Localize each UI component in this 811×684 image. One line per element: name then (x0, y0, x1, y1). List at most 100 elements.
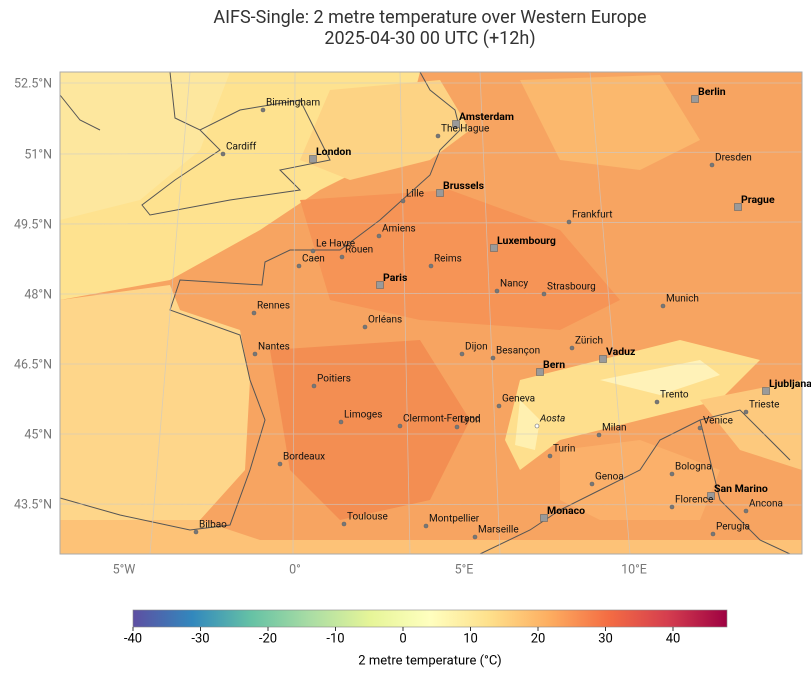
colorbar-tick-label: 20 (531, 631, 546, 646)
city-label: Dijon (465, 342, 488, 353)
city-label: Venice (703, 416, 733, 427)
lon-label: 10°E (621, 562, 647, 577)
city-label: Bilbao (199, 520, 227, 531)
lat-label: 46.5°N (14, 357, 52, 372)
city-marker (490, 355, 496, 361)
city-label: Nancy (500, 279, 528, 290)
capital-marker (734, 203, 742, 211)
city-label: Perugia (716, 522, 750, 533)
city-label: Munich (666, 294, 699, 305)
city-label: Nantes (258, 342, 290, 353)
city-label: Besançon (496, 346, 540, 357)
city-marker (669, 471, 675, 477)
city-label: Bordeaux (283, 452, 325, 463)
city-marker (710, 531, 716, 537)
city-marker (311, 383, 317, 389)
city-label: Amiens (382, 224, 416, 235)
city-marker (260, 107, 266, 113)
colorbar (132, 609, 728, 628)
colorbar-tick-label: 0 (399, 631, 406, 646)
city-label: Ljubljana (769, 377, 811, 390)
city-label: Milan (602, 423, 627, 434)
city-marker (459, 351, 465, 357)
city-label: Bern (543, 358, 565, 371)
city-label: Turin (553, 444, 575, 455)
city-marker (541, 291, 547, 297)
city-marker (743, 409, 749, 415)
capital-marker (490, 244, 498, 252)
city-label: Trieste (749, 400, 779, 411)
city-label: Orléans (368, 315, 402, 326)
city-label: Lyon (460, 415, 481, 426)
city-label: Caen (302, 254, 325, 265)
city-marker (310, 248, 316, 254)
lon-label: 5°E (455, 562, 474, 577)
city-label: Clermont-Ferrand (403, 414, 481, 425)
city-label: The Hague (441, 124, 489, 135)
city-label: Frankfurt (572, 209, 613, 221)
lat-label: 45°N (24, 427, 52, 442)
city-label: Trento (660, 390, 689, 401)
lat-label: 51°N (24, 147, 52, 162)
city-marker (496, 403, 502, 409)
city-marker (589, 481, 595, 487)
city-label: Reims (434, 254, 462, 265)
city-marker (547, 453, 553, 459)
city-marker (669, 504, 675, 510)
city-marker (193, 529, 199, 535)
colorbar-tick-label: -30 (191, 631, 209, 646)
lat-label: 52.5°N (14, 76, 52, 91)
city-marker (339, 254, 345, 260)
colorbar-tick-label: -10 (326, 631, 344, 646)
city-marker (494, 288, 500, 294)
capital-marker (762, 387, 770, 395)
city-marker (654, 399, 660, 405)
city-label: Cardiff (226, 141, 257, 153)
city-label: Rennes (257, 301, 290, 312)
capital-marker (599, 355, 607, 363)
city-marker (338, 419, 344, 425)
map-frame (59, 71, 803, 555)
city-label: Luxembourg (497, 234, 556, 247)
city-label: Dresden (715, 153, 752, 164)
lat-label: 43.5°N (14, 497, 52, 512)
city-label: Genoa (595, 472, 624, 483)
city-marker (428, 263, 434, 269)
map-field (60, 72, 802, 554)
city-marker (566, 219, 572, 225)
city-marker (251, 310, 257, 316)
lon-label: 5°W (113, 562, 136, 577)
capital-marker (691, 95, 699, 103)
capital-marker (707, 492, 715, 500)
colorbar-tick-label: -40 (124, 631, 142, 646)
city-label: Limoges (344, 410, 382, 421)
colorbar-label: 2 metre temperature (°C) (358, 653, 501, 668)
colorbar-tick-label: 40 (666, 631, 681, 646)
lon-label: 0° (289, 562, 301, 577)
city-marker (220, 151, 226, 157)
city-marker (697, 425, 703, 431)
city-marker (252, 351, 258, 357)
city-marker (296, 263, 302, 269)
lat-label: 49.5°N (14, 217, 52, 232)
city-marker (435, 133, 441, 139)
city-marker (397, 423, 403, 429)
city-label: Monaco (547, 504, 585, 517)
axis-labels: 52.5°N 51°N 49.5°N 48°N 46.5°N 45°N 43.5°N 5°W 0… (14, 76, 647, 577)
title: AIFS-Single: 2 metre temperature over We… (213, 7, 646, 28)
city-marker (277, 461, 283, 467)
city-label: Amsterdam (459, 110, 514, 123)
city-marker (596, 432, 602, 438)
city-label: Strasbourg (547, 282, 596, 293)
city-marker (400, 198, 406, 204)
city-label: Poitiers (317, 374, 351, 385)
city-marker (454, 424, 460, 430)
capital-marker (309, 155, 317, 163)
subtitle: 2025-04-30 00 UTC (+12h) (324, 28, 535, 49)
city-marker (569, 345, 575, 351)
colorbar-tick-label: 30 (598, 631, 613, 646)
capital-marker (376, 281, 384, 289)
city-marker (743, 508, 749, 514)
city-label: Paris (383, 271, 408, 284)
